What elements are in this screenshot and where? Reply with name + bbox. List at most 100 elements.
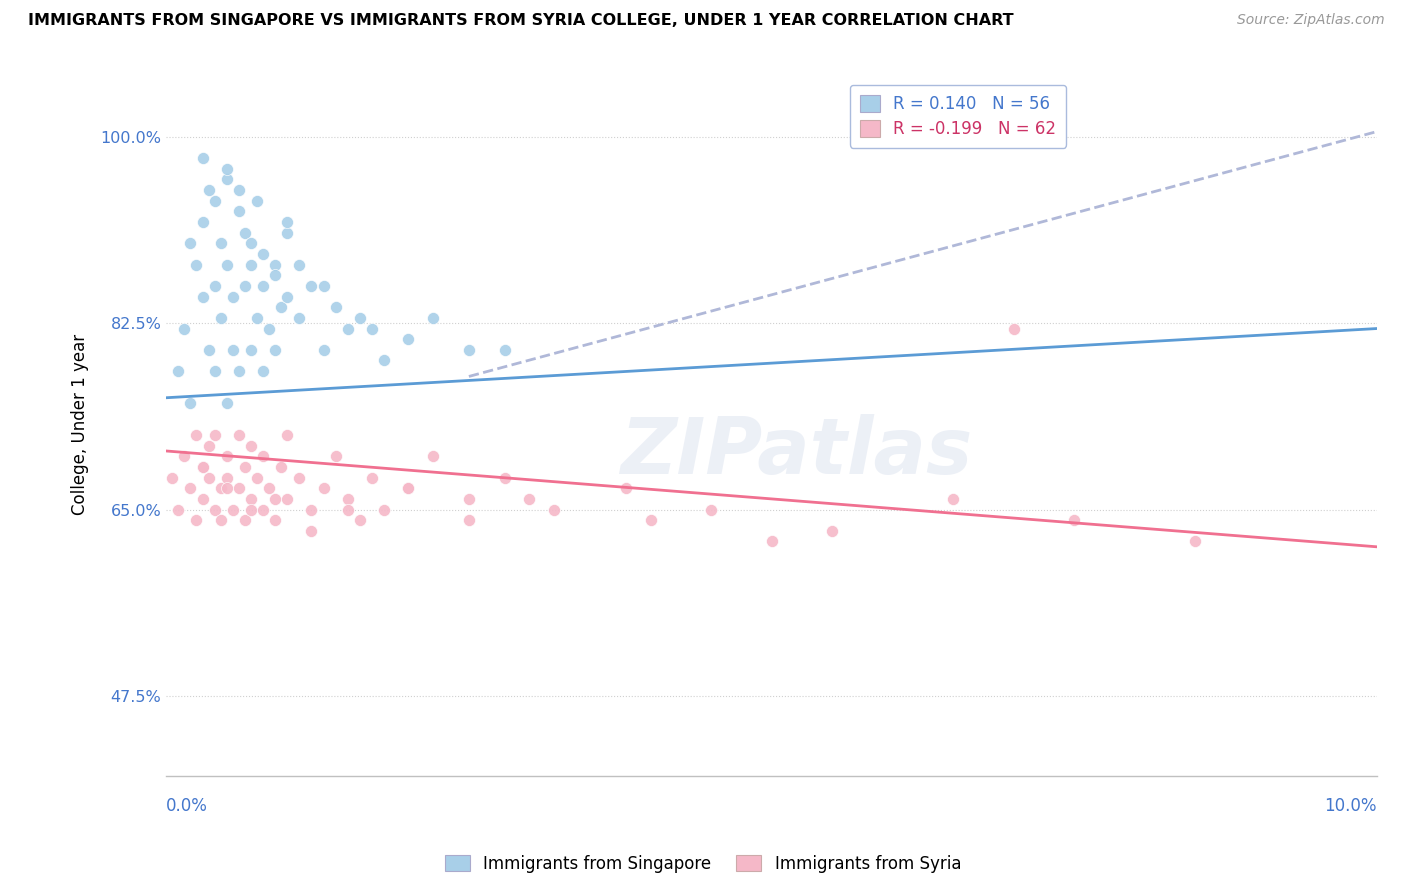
- Point: [233, 279, 256, 293]
- Point: [1002, 321, 1025, 335]
- Point: [167, 364, 190, 378]
- Point: [239, 236, 262, 251]
- Point: [396, 332, 419, 346]
- Point: [173, 321, 195, 335]
- Point: [312, 279, 335, 293]
- Point: [252, 364, 274, 378]
- Point: [301, 502, 323, 516]
- Point: [325, 450, 347, 464]
- Point: [494, 470, 516, 484]
- Point: [361, 321, 384, 335]
- Point: [264, 513, 287, 527]
- Point: [191, 215, 214, 229]
- Point: [197, 470, 219, 484]
- Point: [191, 491, 214, 506]
- Point: [270, 300, 292, 314]
- Point: [270, 459, 292, 474]
- Point: [191, 289, 214, 303]
- Point: [209, 310, 232, 325]
- Point: [422, 310, 444, 325]
- Point: [215, 450, 238, 464]
- Point: [186, 513, 208, 527]
- Y-axis label: College, Under 1 year: College, Under 1 year: [72, 334, 89, 515]
- Point: [288, 258, 311, 272]
- Point: [257, 481, 280, 495]
- Point: [228, 204, 250, 219]
- Point: [228, 428, 250, 442]
- Point: [252, 450, 274, 464]
- Point: [264, 343, 287, 357]
- Point: [396, 481, 419, 495]
- Point: [162, 470, 184, 484]
- Point: [543, 502, 565, 516]
- Point: [209, 236, 232, 251]
- Point: [204, 194, 226, 208]
- Legend: Immigrants from Singapore, Immigrants from Syria: Immigrants from Singapore, Immigrants fr…: [439, 848, 967, 880]
- Point: [239, 491, 262, 506]
- Point: [191, 459, 214, 474]
- Point: [301, 524, 323, 538]
- Point: [264, 491, 287, 506]
- Point: [373, 353, 395, 368]
- Point: [288, 470, 311, 484]
- Point: [239, 439, 262, 453]
- Point: [186, 428, 208, 442]
- Point: [252, 502, 274, 516]
- Point: [1184, 534, 1206, 549]
- Text: ZIPatlas: ZIPatlas: [620, 415, 972, 491]
- Point: [215, 470, 238, 484]
- Point: [209, 481, 232, 495]
- Point: [246, 310, 269, 325]
- Point: [288, 310, 311, 325]
- Point: [821, 524, 844, 538]
- Point: [312, 481, 335, 495]
- Point: [191, 151, 214, 165]
- Point: [239, 343, 262, 357]
- Point: [209, 513, 232, 527]
- Point: [233, 226, 256, 240]
- Point: [457, 343, 479, 357]
- Point: [519, 491, 541, 506]
- Point: [246, 470, 269, 484]
- Text: IMMIGRANTS FROM SINGAPORE VS IMMIGRANTS FROM SYRIA COLLEGE, UNDER 1 YEAR CORRELA: IMMIGRANTS FROM SINGAPORE VS IMMIGRANTS …: [28, 13, 1014, 29]
- Point: [336, 491, 359, 506]
- Point: [204, 279, 226, 293]
- Point: [215, 396, 238, 410]
- Point: [222, 289, 245, 303]
- Point: [325, 300, 347, 314]
- Point: [640, 513, 662, 527]
- Point: [228, 481, 250, 495]
- Point: [264, 268, 287, 283]
- Point: [276, 226, 298, 240]
- Point: [222, 502, 245, 516]
- Point: [252, 279, 274, 293]
- Point: [361, 470, 384, 484]
- Point: [1063, 513, 1085, 527]
- Point: [197, 343, 219, 357]
- Point: [457, 491, 479, 506]
- Point: [197, 439, 219, 453]
- Point: [191, 459, 214, 474]
- Text: 10.0%: 10.0%: [1324, 797, 1376, 815]
- Point: [222, 343, 245, 357]
- Point: [173, 450, 195, 464]
- Text: Source: ZipAtlas.com: Source: ZipAtlas.com: [1237, 13, 1385, 28]
- Point: [179, 396, 201, 410]
- Point: [276, 289, 298, 303]
- Point: [186, 258, 208, 272]
- Point: [301, 279, 323, 293]
- Point: [276, 428, 298, 442]
- Point: [167, 502, 190, 516]
- Point: [942, 491, 965, 506]
- Point: [252, 247, 274, 261]
- Point: [246, 194, 269, 208]
- Point: [239, 502, 262, 516]
- Point: [312, 343, 335, 357]
- Point: [239, 258, 262, 272]
- Point: [761, 534, 783, 549]
- Point: [215, 161, 238, 176]
- Point: [336, 321, 359, 335]
- Point: [276, 491, 298, 506]
- Point: [457, 513, 479, 527]
- Point: [396, 481, 419, 495]
